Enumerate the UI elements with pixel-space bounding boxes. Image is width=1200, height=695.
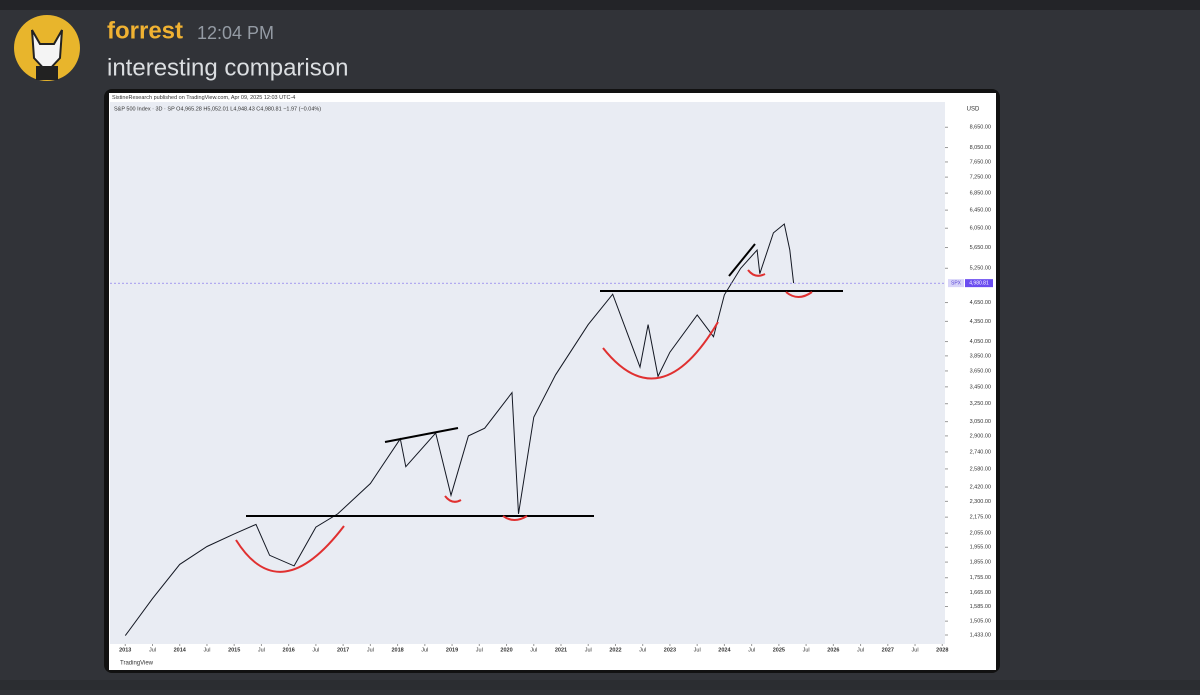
x-tick-label: Jul	[258, 647, 265, 653]
y-tick-label: 4,650.00	[970, 300, 991, 306]
trend-line	[384, 427, 459, 443]
x-tick-label: Jul	[530, 647, 537, 653]
x-tick-label: 2022	[609, 647, 621, 653]
y-tick-label: 1,505.00	[970, 619, 991, 625]
x-tick-label: 2028	[936, 647, 948, 653]
currency: USD	[967, 107, 980, 113]
y-tick-label: 3,050.00	[970, 419, 991, 425]
y-tick-label: 3,450.00	[970, 384, 991, 390]
trend-line	[728, 243, 756, 277]
plot-area	[110, 102, 945, 644]
x-tick-label: 2021	[555, 647, 567, 653]
y-tick-label: 3,650.00	[970, 368, 991, 374]
author[interactable]: forrest	[107, 17, 183, 44]
y-tick-label: 7,650.00	[970, 159, 991, 165]
y-tick-label: 5,650.00	[970, 245, 991, 251]
x-tick-label: Jul	[639, 647, 646, 653]
x-tick-label: 2018	[391, 647, 403, 653]
y-tick-label: 8,050.00	[970, 145, 991, 151]
y-tick-label: 2,900.00	[970, 433, 991, 439]
y-tick-label: 6,450.00	[970, 208, 991, 214]
x-tick-label: 2014	[174, 647, 187, 653]
y-tick-label: 2,580.00	[970, 466, 991, 472]
arc	[747, 269, 766, 277]
y-tick-label: 7,250.00	[970, 175, 991, 181]
x-tick-label: 2019	[446, 647, 458, 653]
x-tick-label: 2017	[337, 647, 349, 653]
x-tick-label: 2016	[283, 647, 295, 653]
publisher: SistineResearch published on TradingView…	[112, 95, 295, 101]
chart: 1,433.00 1,505.00 1,585.00 1,665.00 1,755.00…	[110, 125, 993, 653]
x-tick-label: 2027	[882, 647, 894, 653]
annotations	[235, 243, 843, 573]
x-tick-label: 2020	[500, 647, 512, 653]
x-tick-label: Jul	[912, 647, 919, 653]
y-tick-label: 2,740.00	[970, 449, 991, 455]
x-tick-label: 2013	[119, 647, 131, 653]
top-strip	[0, 0, 1200, 10]
price-tag-box	[965, 279, 993, 288]
x-tick-label: 2015	[228, 647, 240, 653]
x-tick-label: Jul	[149, 647, 156, 653]
y-tick-label: 1,755.00	[970, 575, 991, 581]
arc	[502, 515, 528, 521]
x-tick-label: Jul	[857, 647, 864, 653]
price-tag-name: SPX	[951, 280, 962, 286]
avatar-body	[36, 66, 58, 80]
x-tick-label: Jul	[585, 647, 592, 653]
legend-text: S&P 500 Index · 3D · SP O4,965.28 H5,052…	[114, 106, 321, 112]
price-tag: 4,980.81	[969, 280, 989, 286]
x-tick-label: 2024	[718, 647, 731, 653]
y-tick-label: 5,250.00	[970, 266, 991, 272]
price-tag-name-box	[948, 279, 964, 288]
avatar-figure	[31, 29, 63, 74]
x-tick-label: 2025	[773, 647, 785, 653]
arc	[444, 495, 462, 503]
y-tick-label: 3,850.00	[970, 353, 991, 359]
y-tick-label: 1,855.00	[970, 560, 991, 566]
footer: TradingView	[120, 661, 154, 667]
y-tick-label: 6,050.00	[970, 226, 991, 232]
x-tick-label: 2023	[664, 647, 676, 653]
y-tick-label: 1,955.00	[970, 545, 991, 551]
x-tick-label: Jul	[803, 647, 810, 653]
arc	[602, 321, 719, 380]
y-tick-label: 6,850.00	[970, 191, 991, 197]
price-line	[124, 223, 795, 636]
y-tick-label: 2,175.00	[970, 515, 991, 521]
y-tick-label: 1,433.00	[970, 632, 991, 638]
y-tick-label: 1,585.00	[970, 604, 991, 610]
x-tick-label: Jul	[476, 647, 483, 653]
x-tick-label: Jul	[367, 647, 374, 653]
y-tick-label: 4,350.00	[970, 319, 991, 325]
bottom-strip	[0, 680, 1200, 690]
timestamp: 12:04 PM	[197, 23, 274, 43]
arc	[235, 525, 345, 573]
x-tick-label: Jul	[694, 647, 701, 653]
x-tick-label: 2026	[827, 647, 839, 653]
arc	[785, 291, 813, 298]
y-tick-label: 8,650.00	[970, 125, 991, 131]
y-tick-label: 2,300.00	[970, 499, 991, 505]
x-tick-label: Jul	[748, 647, 755, 653]
y-tick-label: 3,250.00	[970, 401, 991, 407]
x-tick-label: Jul	[421, 647, 428, 653]
y-tick-label: 1,665.00	[970, 590, 991, 596]
y-tick-label: 2,420.00	[970, 484, 991, 490]
x-tick-label: Jul	[203, 647, 210, 653]
message-text: interesting comparison	[107, 54, 348, 81]
x-tick-label: Jul	[312, 647, 319, 653]
y-tick-label: 2,055.00	[970, 531, 991, 537]
y-tick-label: 4,050.00	[970, 339, 991, 345]
